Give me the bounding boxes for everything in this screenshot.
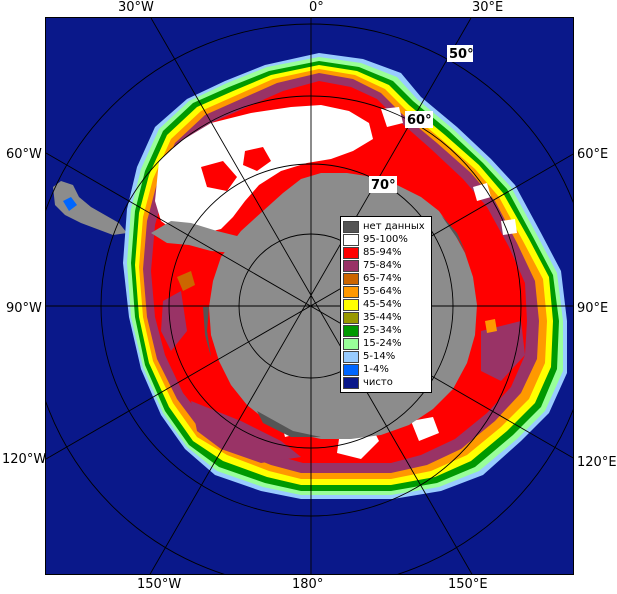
legend-label: 75-84% [363,260,402,271]
lon-label-150w: 150°W [137,577,182,592]
lon-label-60w: 60°W [6,147,42,162]
pack-ice-white-patch-3 [301,117,323,133]
legend-swatch-15-24 [343,337,359,350]
meridian-60e-120w [46,153,573,460]
pack-ice-white-patch-2 [243,147,271,171]
legend-swatch-85-94 [343,246,359,259]
legend-swatch-75-84 [343,259,359,272]
legend: нет данных 95-100% 85-94% 75-84% 65-74% … [340,216,432,393]
meridian-30w-150e [150,18,473,574]
lon-label-30w: 30°W [118,0,154,15]
legend-item: 1-4% [343,363,429,376]
legend-item: 75-84% [343,259,429,272]
legend-swatch-45-54 [343,298,359,311]
legend-label: 95-100% [363,234,408,245]
legend-item: 5-14% [343,350,429,363]
pack-ice-white-weddell [155,105,373,235]
legend-item: 35-44% [343,311,429,324]
pack-ice-white-patch-1 [201,161,237,191]
lat-tag-50: 50° [447,45,474,62]
legend-label: чисто [363,377,393,388]
coast-nodata-band [203,307,211,357]
antarctic-peninsula-land [151,221,241,253]
legend-swatch-95-100 [343,233,359,246]
legend-item: 95-100% [343,233,429,246]
lon-label-60e: 60°E [577,147,609,162]
ice-orange-patch-2 [485,319,497,333]
pack-ice-white-patch-9 [501,219,517,235]
legend-item: 85-94% [343,246,429,259]
legend-label: нет данных [363,221,425,232]
ice-orange-patch-1 [177,271,195,291]
legend-label: 85-94% [363,247,402,258]
legend-item: 55-64% [343,285,429,298]
map-frame: 50° 60° 70° [45,17,574,575]
legend-swatch-55-64 [343,285,359,298]
legend-swatch-clear [343,376,359,389]
lat-label-50: 50° [449,47,474,62]
legend-label: 65-74% [363,273,402,284]
lon-label-0: 0° [309,0,324,15]
legend-item: 45-54% [343,298,429,311]
lon-label-90e: 90°E [577,301,609,316]
lat-label-60: 60° [407,113,432,128]
legend-swatch-25-34 [343,324,359,337]
legend-label: 45-54% [363,299,402,310]
lon-label-30e: 30°E [472,0,504,15]
lon-label-120e: 120°E [577,455,617,470]
lon-label-150e: 150°E [448,577,488,592]
legend-item: 15-24% [343,337,429,350]
south-america-ice [63,197,77,211]
lat-tag-60: 60° [405,111,433,128]
legend-swatch-1-4 [343,363,359,376]
legend-label: 35-44% [363,312,402,323]
legend-swatch-65-74 [343,272,359,285]
pack-ice-white-patch-4 [381,107,403,127]
lat-tag-70: 70° [369,176,397,193]
ice-purple-patch-east [481,321,525,381]
legend-swatch-5-14 [343,350,359,363]
lon-label-120w: 120°W [2,452,47,467]
sea-ice-map: 50° 60° 70° [46,18,573,574]
legend-item: 25-34% [343,324,429,337]
legend-label: 5-14% [363,351,396,362]
lat-label-70: 70° [371,178,396,193]
legend-label: 1-4% [363,364,389,375]
legend-label: 25-34% [363,325,402,336]
pack-ice-white-patch-8 [473,183,491,201]
legend-item: нет данных [343,220,429,233]
legend-swatch-35-44 [343,311,359,324]
legend-swatch-nodata [343,220,359,233]
legend-label: 15-24% [363,338,402,349]
legend-item: чисто [343,376,429,389]
coast-nodata-band-2 [257,411,321,437]
pack-ice-white-patch-6 [411,417,439,441]
legend-label: 55-64% [363,286,402,297]
legend-item: 65-74% [343,272,429,285]
lon-label-90w: 90°W [6,301,42,316]
lon-label-180: 180° [292,577,324,592]
south-america-land [53,181,127,235]
